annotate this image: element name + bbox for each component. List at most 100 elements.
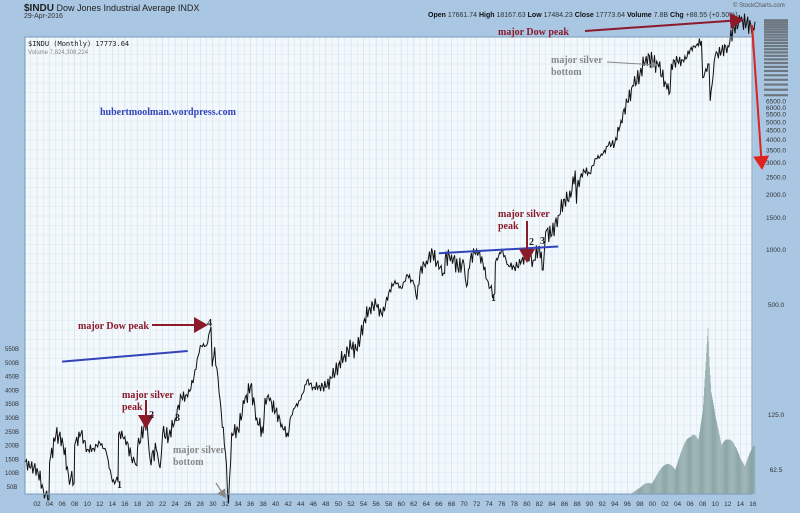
x-tick-label: 80 bbox=[523, 501, 531, 508]
volume-bar bbox=[687, 438, 689, 494]
y-tick-label-right: 125.0 bbox=[768, 412, 785, 419]
volume-bar bbox=[659, 470, 660, 494]
volume-bar bbox=[642, 485, 643, 494]
volume-bar bbox=[750, 451, 752, 494]
volume-bar bbox=[711, 394, 712, 494]
volume-bar bbox=[711, 397, 713, 494]
x-tick-label: 88 bbox=[573, 501, 581, 508]
volume-bar bbox=[644, 484, 645, 494]
chart-title: $INDU Dow Jones Industrial Average INDX bbox=[24, 3, 199, 14]
volume-bar bbox=[718, 432, 720, 494]
volume-bar bbox=[695, 435, 696, 494]
y-tick-label-left: 350B bbox=[5, 402, 19, 408]
y-tick-label-left: 100B bbox=[5, 471, 19, 477]
volume-bar bbox=[708, 341, 709, 494]
volume-bar bbox=[749, 453, 751, 494]
y-tick-label-right-dense bbox=[764, 61, 788, 65]
volume-bar bbox=[669, 464, 670, 494]
volume-bar bbox=[706, 344, 708, 494]
y-tick-label-right: 62.5 bbox=[770, 467, 783, 474]
annotation-dow-peak: major Dow peak bbox=[498, 27, 569, 38]
volume-bar bbox=[682, 446, 684, 494]
volume-bar bbox=[719, 435, 720, 494]
volume-bar bbox=[709, 375, 711, 494]
volume-bar bbox=[653, 480, 655, 494]
y-tick-label-left: 400B bbox=[5, 388, 19, 394]
x-tick-label: 14 bbox=[737, 501, 745, 508]
y-tick-label-right-dense bbox=[764, 21, 788, 24]
y-tick-label-right-dense bbox=[764, 65, 788, 68]
volume-bar bbox=[635, 490, 637, 494]
volume-bar bbox=[633, 491, 635, 494]
volume-bar bbox=[667, 463, 669, 494]
volume-bar bbox=[662, 466, 663, 494]
volume-bar bbox=[734, 445, 735, 494]
trendline bbox=[438, 245, 559, 255]
volume-bar bbox=[726, 439, 728, 494]
volume-bar bbox=[732, 441, 733, 494]
y-tick-label-right-dense bbox=[764, 39, 788, 42]
volume-bar bbox=[707, 327, 709, 494]
volume-bar bbox=[676, 465, 678, 494]
volume-bar bbox=[638, 488, 640, 494]
volume-bar bbox=[650, 483, 652, 494]
volume-bar bbox=[654, 478, 656, 494]
volume-bar bbox=[754, 445, 755, 494]
y-tick-label-right-dense bbox=[764, 19, 788, 22]
volume-bar bbox=[640, 486, 642, 494]
volume-bar bbox=[661, 467, 662, 494]
x-tick-label: 82 bbox=[536, 501, 544, 508]
volume-bar bbox=[691, 435, 693, 494]
volume-bar bbox=[718, 430, 719, 494]
y-tick-label-right: 6000.0 bbox=[766, 105, 786, 112]
volume-bar bbox=[739, 456, 741, 494]
y-tick-label-right-dense bbox=[764, 74, 788, 77]
y-tick-label-left: 450B bbox=[5, 375, 19, 381]
volume-bar bbox=[677, 460, 679, 494]
volume-bar bbox=[746, 460, 748, 494]
volume-bar bbox=[753, 446, 754, 494]
volume-bar bbox=[671, 465, 673, 494]
wave-label: 2 bbox=[149, 410, 154, 421]
volume-bar bbox=[632, 492, 633, 494]
volume-bar bbox=[728, 439, 729, 494]
volume-bar bbox=[645, 483, 646, 494]
legend-volume: Volume 7,824,308,224 bbox=[28, 50, 89, 56]
wave-label: 1 bbox=[491, 293, 496, 304]
volume-bar bbox=[668, 464, 669, 494]
volume-bar bbox=[639, 487, 641, 494]
y-tick-label-right-dense bbox=[764, 36, 788, 39]
volume-bar bbox=[675, 466, 677, 494]
quote-value: 17661.74 bbox=[447, 12, 479, 19]
volume-bar bbox=[660, 469, 661, 494]
volume-bar bbox=[692, 435, 693, 494]
x-tick-label: 30 bbox=[209, 501, 217, 508]
annotation-arrow bbox=[584, 12, 744, 32]
volume-bar bbox=[656, 474, 658, 494]
x-tick-label: 72 bbox=[473, 501, 481, 508]
volume-bar bbox=[674, 469, 676, 494]
volume-bar bbox=[737, 451, 739, 494]
volume-bar bbox=[704, 378, 706, 494]
volume-bar bbox=[649, 483, 650, 494]
y-tick-label-right: 5000.0 bbox=[766, 119, 786, 126]
volume-bar bbox=[636, 489, 637, 494]
x-tick-label: 46 bbox=[310, 501, 318, 508]
volume-bar bbox=[703, 404, 704, 494]
volume-bar bbox=[683, 445, 684, 494]
volume-bar bbox=[724, 440, 726, 494]
x-tick-label: 42 bbox=[285, 501, 293, 508]
x-tick-label: 14 bbox=[109, 501, 117, 508]
volume-bar bbox=[683, 444, 685, 494]
volume-bar bbox=[694, 435, 696, 494]
volume-bar bbox=[679, 455, 681, 494]
volume-bar bbox=[750, 449, 752, 494]
volume-bar bbox=[735, 448, 737, 494]
x-tick-label: 78 bbox=[511, 501, 519, 508]
volume-bar bbox=[637, 489, 638, 494]
volume-bar bbox=[697, 438, 698, 494]
chart-date: 29-Apr-2016 bbox=[24, 13, 63, 20]
volume-bar bbox=[732, 442, 734, 494]
volume-bar bbox=[691, 436, 692, 494]
y-tick-label-right-dense bbox=[764, 88, 788, 91]
